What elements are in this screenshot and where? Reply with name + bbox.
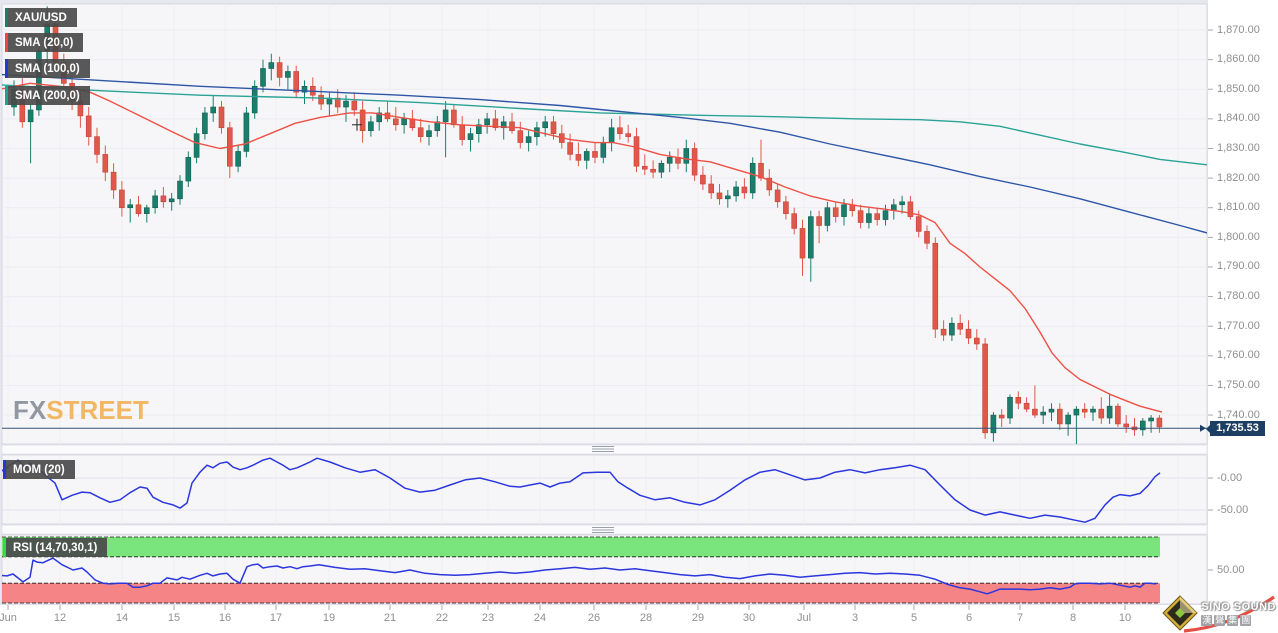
time-tick-label: 21 [383, 612, 397, 624]
time-tick-label: 29 [691, 612, 705, 624]
sma200-label: SMA (200,0) [15, 89, 80, 102]
price-tick-label: 1,840.00 [1217, 112, 1260, 125]
time-tick-label: 30 [742, 612, 756, 624]
logo-cjk-char: 集 [1227, 614, 1239, 626]
price-tick-label: 1,740.00 [1217, 408, 1260, 421]
mom-label: MOM (20) [13, 463, 65, 476]
sma20-color-bar [5, 33, 8, 52]
time-tick-label: 15 [167, 612, 181, 624]
symbol-badge: XAU/USD [5, 8, 77, 27]
sma100-label: SMA (100,0) [15, 62, 80, 75]
rsi-color-bar [3, 538, 6, 557]
time-tick-label: 16 [218, 612, 232, 624]
time-tick-label: 10 [1118, 612, 1132, 624]
time-tick-label: Jul [796, 612, 812, 624]
rsi-indicator-badge[interactable]: RSI (14,70,30,1) [3, 538, 108, 557]
time-tick-label: 14 [115, 612, 129, 624]
logo-cjk-char: 團 [1240, 614, 1252, 626]
time-tick-label: 23 [481, 612, 495, 624]
sino-sound-logo: SINO SOUND 漢 聲 集 團 [1162, 595, 1276, 631]
price-tick-label: 1,870.00 [1217, 23, 1260, 36]
price-tick-label: 1,820.00 [1217, 171, 1260, 184]
logo-cjk: 漢 聲 集 團 [1201, 614, 1276, 626]
rsi-label: RSI (14,70,30,1) [13, 541, 98, 554]
diamond-icon [1162, 595, 1199, 631]
fxstreet-watermark: FXSTREET [13, 397, 149, 423]
sma200-color-bar [5, 86, 8, 105]
price-tick-label: 1,790.00 [1217, 260, 1260, 273]
time-tick-label: 5 [910, 612, 918, 624]
price-tick-label: 1,750.00 [1217, 378, 1260, 391]
logo-cjk-char: 聲 [1214, 614, 1226, 626]
time-tick-label: 7 [1016, 612, 1024, 624]
sma100-color-bar [5, 59, 8, 78]
sma100-badge[interactable]: SMA (100,0) [5, 59, 90, 78]
mom-tick-label: -0.00 [1217, 471, 1243, 484]
symbol-label: XAU/USD [15, 11, 67, 24]
mom-tick-label: -50.00 [1217, 503, 1249, 516]
mom-color-bar [3, 460, 6, 479]
symbol-color-bar [5, 8, 8, 27]
time-tick-label: 24 [533, 612, 547, 624]
time-tick-label: Jun [0, 612, 17, 624]
time-tick-label: 26 [587, 612, 601, 624]
time-tick-label: 19 [322, 612, 336, 624]
last-price-badge: 1,735.53 [1206, 421, 1265, 436]
time-tick-label: 28 [639, 612, 653, 624]
price-tick-label: 1,780.00 [1217, 290, 1260, 303]
panel-splitter-grip-bottom[interactable] [592, 527, 614, 534]
sma200-badge[interactable]: SMA (200,0) [5, 86, 90, 105]
rsi-tick-label: 50.00 [1217, 563, 1245, 576]
sma20-badge[interactable]: SMA (20,0) [5, 33, 84, 52]
price-tick-label: 1,850.00 [1217, 82, 1260, 95]
price-tick-label: 1,760.00 [1217, 349, 1260, 362]
time-tick-label: 8 [1069, 612, 1077, 624]
panel-splitter-grip-top[interactable] [592, 446, 614, 453]
time-tick-label: 22 [435, 612, 449, 624]
logo-name: SINO SOUND [1201, 600, 1276, 613]
time-tick-label: 12 [53, 612, 67, 624]
mom-indicator-badge[interactable]: MOM (20) [3, 460, 75, 479]
logo-cjk-char: 漢 [1201, 614, 1213, 626]
time-tick-label: 17 [269, 612, 283, 624]
watermark-fx: FX [13, 395, 47, 425]
price-tick-label: 1,830.00 [1217, 141, 1260, 154]
last-price-value: 1,735.53 [1216, 422, 1259, 434]
sma20-label: SMA (20,0) [15, 36, 74, 49]
time-tick-label: 3 [851, 612, 859, 624]
price-tick-label: 1,860.00 [1217, 53, 1260, 66]
price-tick-label: 1,810.00 [1217, 201, 1260, 214]
watermark-street: STREET [46, 395, 149, 425]
time-tick-label: 6 [965, 612, 973, 624]
price-tick-label: 1,800.00 [1217, 230, 1260, 243]
price-tick-label: 1,770.00 [1217, 319, 1260, 332]
